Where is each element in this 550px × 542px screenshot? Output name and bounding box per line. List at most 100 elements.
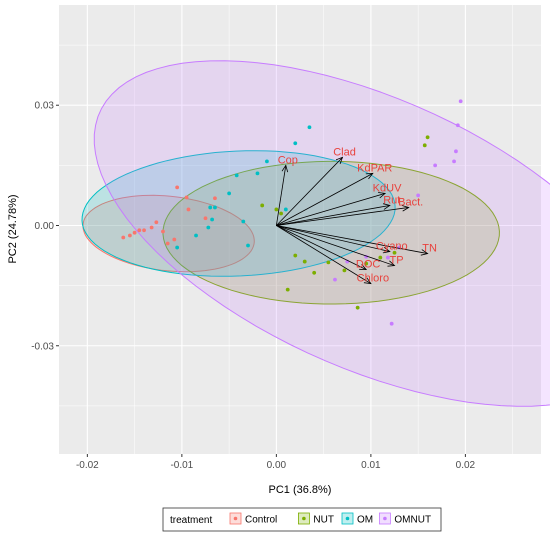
legend-box [162, 507, 442, 532]
legend-key-point [345, 516, 350, 521]
point-nut [364, 261, 369, 266]
point-om [210, 217, 215, 222]
point-control [154, 220, 159, 225]
point-om [283, 207, 288, 212]
point-control [172, 237, 177, 242]
point-nut [279, 211, 283, 216]
y-axis-title: PC2 (24.78%) [7, 194, 19, 263]
point-nut [422, 143, 427, 148]
point-om [206, 225, 211, 230]
vector-arrowhead [420, 249, 429, 256]
vector-label-tp: TP [389, 255, 403, 267]
point-control [132, 230, 137, 235]
x-tick-label: 0.00 [267, 460, 287, 471]
vector-doc [276, 225, 367, 270]
vector-label-kdpar: KdPAR [357, 162, 392, 174]
vector-label-bact: Bact. [398, 196, 423, 208]
point-omnut [385, 255, 390, 260]
minor-grid [59, 5, 541, 454]
point-omnut [458, 99, 463, 104]
vector-arrowhead [387, 260, 396, 267]
point-om [175, 245, 180, 250]
vector-arrowhead [382, 203, 391, 210]
vector-label-clad: Clad [333, 146, 356, 158]
vector-label-doc: DOC [356, 259, 381, 271]
x-tick-label: -0.02 [76, 460, 99, 471]
point-om [234, 173, 239, 178]
x-tick-label: -0.01 [170, 460, 193, 471]
point-om [265, 159, 269, 164]
point-control [175, 185, 180, 190]
point-omnut [416, 193, 421, 198]
point-control [213, 196, 217, 201]
y-tick-label: -0.03 [31, 341, 54, 352]
vector-label-tn: TN [422, 243, 437, 255]
x-tick-label: 0.01 [361, 460, 381, 471]
vector-tp [276, 225, 395, 266]
vector-chloro [276, 225, 372, 284]
point-control [142, 228, 146, 233]
legend-key-point [302, 516, 306, 521]
point-om [213, 205, 217, 210]
point-control [165, 241, 170, 246]
vector-label-cyano: Cyano [376, 241, 408, 253]
point-nut [293, 253, 298, 258]
ellipse-om [81, 150, 396, 277]
vector-bact [276, 207, 409, 226]
points-layer [121, 99, 463, 326]
point-nut [302, 259, 307, 264]
ellipse-layer [81, 60, 550, 407]
major-grid [59, 5, 541, 454]
point-control [137, 228, 142, 233]
point-om [208, 205, 213, 210]
point-om [194, 233, 198, 238]
point-om [227, 191, 232, 196]
y-tick-label: 0.03 [35, 101, 55, 112]
x-tick-label: 0.02 [456, 460, 476, 471]
ellipse-control [82, 194, 255, 273]
vector-clad [276, 157, 343, 226]
vector-layer [275, 156, 429, 285]
point-control [121, 235, 126, 240]
vector-label-kduv: KdUV [373, 182, 402, 194]
point-nut [326, 260, 331, 265]
vector-kduv [276, 193, 386, 226]
vector-rut [276, 205, 390, 226]
point-omnut [454, 149, 458, 154]
ellipse-omnut [93, 60, 550, 407]
legend: treatment Control NUT OM OMNUT [162, 507, 442, 532]
point-omnut [389, 321, 394, 326]
point-nut [392, 250, 397, 255]
point-om [255, 171, 260, 176]
vector-arrowhead [359, 263, 368, 271]
vector-cyano [276, 225, 390, 252]
legend-key-point [383, 516, 387, 521]
y-tick-label: 0.00 [35, 221, 55, 232]
legend-label-control: Control [245, 515, 277, 526]
point-nut [274, 207, 279, 212]
vector-arrowhead [378, 192, 387, 199]
point-control [184, 195, 189, 200]
point-nut [312, 270, 317, 275]
vector-arrowhead [335, 156, 344, 165]
vector-arrowhead [281, 164, 289, 173]
point-om [246, 243, 250, 248]
vector-label-rut: Rut [383, 194, 400, 206]
point-om [307, 125, 312, 130]
vector-cop [275, 165, 287, 226]
vector-arrowhead [365, 172, 374, 180]
point-control [203, 216, 208, 221]
point-nut [425, 135, 430, 140]
point-nut [355, 305, 360, 310]
point-om [241, 219, 246, 224]
point-control [186, 207, 191, 212]
legend-key-point [233, 516, 238, 521]
legend-items: Control NUT OM OMNUT [229, 512, 431, 526]
vector-tn [276, 225, 428, 254]
point-control [161, 229, 165, 234]
vector-arrowhead [363, 277, 372, 285]
point-nut [285, 287, 290, 292]
point-om [293, 141, 298, 146]
point-control [127, 233, 132, 238]
vector-label-cop: Cop [278, 154, 298, 166]
